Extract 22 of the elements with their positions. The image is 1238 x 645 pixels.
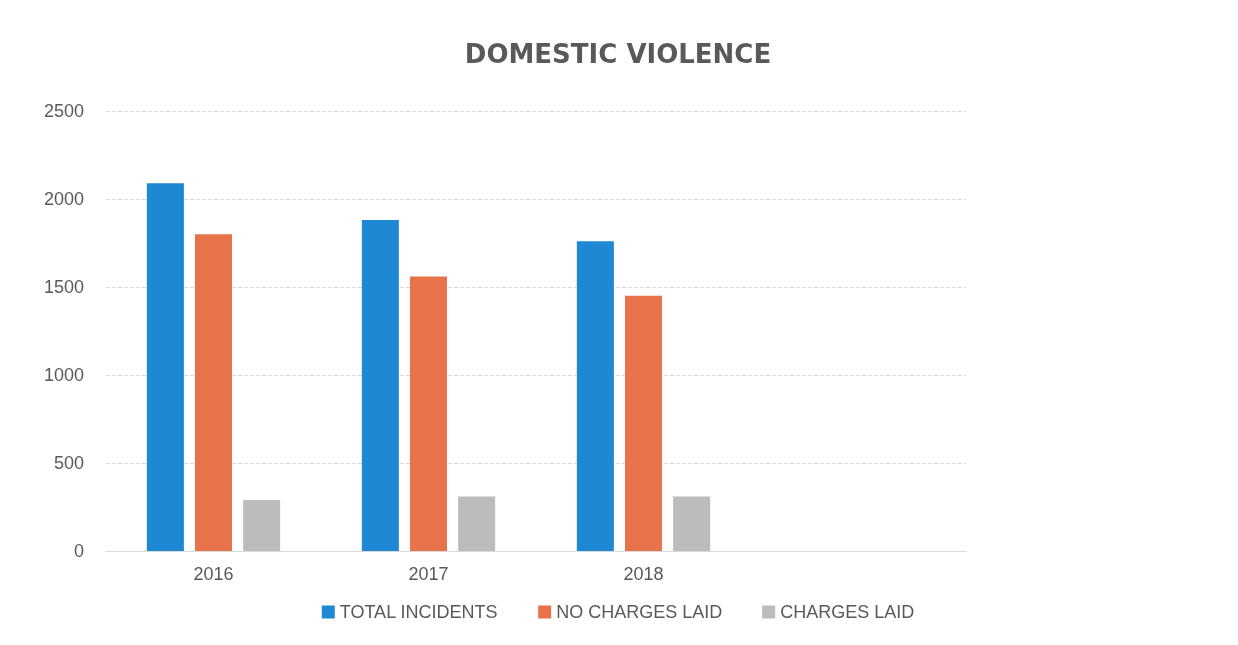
legend-label: NO CHARGES LAID — [556, 602, 723, 622]
bar — [458, 496, 496, 551]
x-tick-label: 2017 — [408, 564, 449, 584]
legend-label: CHARGES LAID — [780, 602, 915, 622]
bar — [673, 496, 711, 551]
y-tick-label: 1000 — [43, 365, 84, 385]
bar — [576, 241, 614, 551]
legend-label: TOTAL INCIDENTS — [339, 602, 498, 622]
x-tick-label: 2018 — [623, 564, 664, 584]
bar — [361, 220, 399, 551]
bar — [243, 499, 281, 551]
y-tick-label: 1500 — [43, 277, 84, 297]
y-tick-label: 2000 — [43, 189, 84, 209]
y-tick-label: 2500 — [43, 101, 84, 121]
x-tick-label: 2016 — [193, 564, 234, 584]
y-tick-label: 500 — [53, 453, 84, 473]
bar — [146, 183, 184, 551]
bar — [409, 276, 448, 551]
chart-title: DOMESTIC VIOLENCE — [464, 39, 772, 69]
bar — [194, 234, 233, 551]
y-tick-label: 0 — [73, 541, 84, 561]
bar — [624, 295, 663, 551]
